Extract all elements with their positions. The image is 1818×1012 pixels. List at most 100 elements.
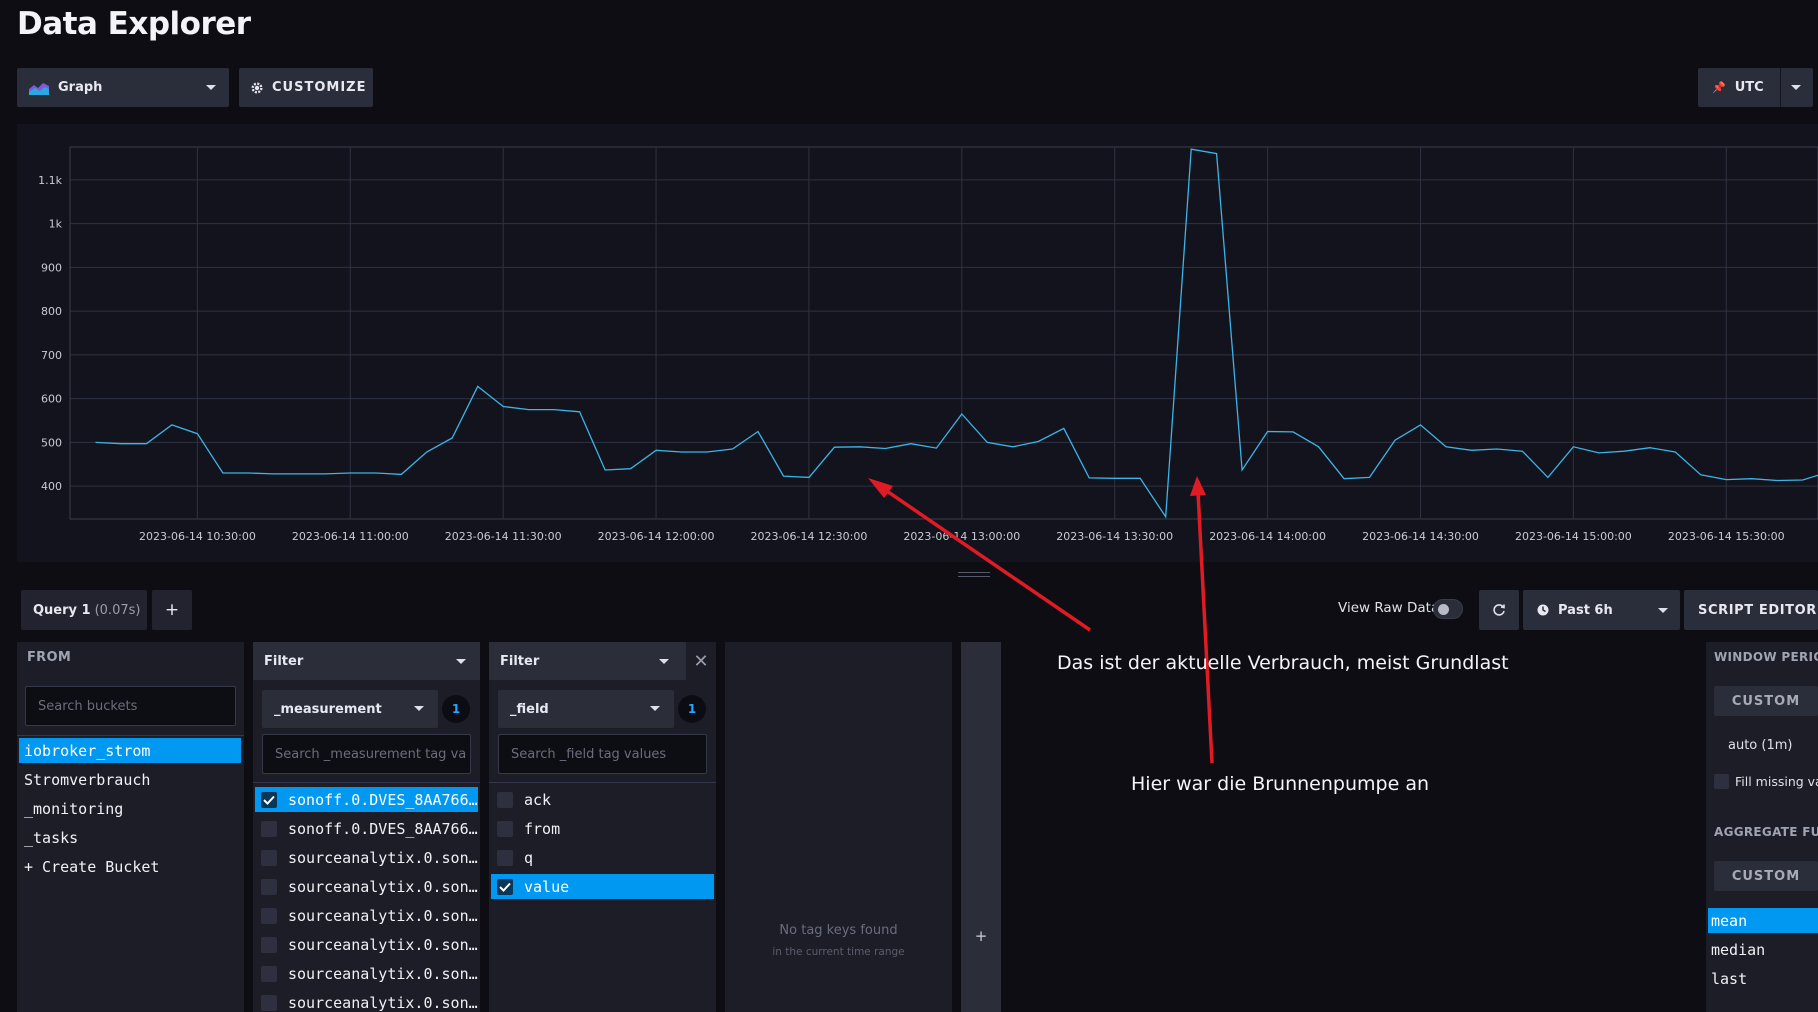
checkbox[interactable]: [261, 965, 277, 982]
script-editor-label: SCRIPT EDITOR: [1698, 602, 1817, 618]
graph-panel: 1.1k 1k 900 800 700 600 500 400 2023-06-14 10:30…: [17, 124, 1818, 562]
from-panel: FROM Search buckets iobroker_strom Strom…: [17, 642, 244, 1012]
filter-value-item[interactable]: sourceanalytix.0.sonoff.0.DVES: [255, 961, 478, 986]
chevron-down-icon: [414, 706, 424, 711]
checkbox[interactable]: [497, 878, 513, 895]
field-search-input[interactable]: Search _field tag values: [498, 734, 707, 774]
refresh-icon: [1493, 604, 1505, 616]
bucket-item[interactable]: _monitoring: [24, 799, 124, 818]
aggregate-custom-button[interactable]: CUSTOM: [1714, 861, 1818, 891]
add-filter-button[interactable]: +: [961, 642, 1001, 1012]
filter-value-label: from: [524, 819, 561, 838]
fill-missing-row[interactable]: Fill missing values: [1714, 774, 1818, 789]
filter-header[interactable]: Filter: [253, 642, 480, 680]
bucket-divider: [17, 735, 244, 736]
no-tag-keys-subtitle: in the current time range: [772, 946, 905, 958]
bucket-item[interactable]: iobroker_strom: [19, 738, 241, 763]
time-range-dropdown[interactable]: Past 6h: [1523, 590, 1680, 630]
checkbox[interactable]: [497, 849, 513, 866]
checkbox[interactable]: [261, 936, 277, 953]
filter-value-label: sourceanalytix.0.sonoff.0.DVES: [288, 964, 478, 983]
y-tick-label: 1.1k: [38, 174, 62, 187]
filter-value-item[interactable]: q: [491, 845, 714, 870]
time-range-label: Past 6h: [1558, 602, 1613, 618]
y-tick-label: 900: [41, 261, 62, 274]
window-period-custom-button[interactable]: CUSTOM: [1714, 686, 1818, 716]
resize-handle[interactable]: [958, 572, 990, 578]
checkbox[interactable]: [261, 878, 277, 895]
add-filter-label: +: [974, 927, 988, 945]
create-bucket-link[interactable]: + Create Bucket: [24, 857, 160, 876]
no-tag-keys-title: No tag keys found: [779, 923, 898, 938]
y-tick-label: 400: [41, 480, 62, 493]
filter-value-item[interactable]: value: [491, 874, 714, 899]
filter-value-item[interactable]: sourceanalytix.0.sonoff.0.DVES: [255, 990, 478, 1012]
from-header: FROM: [27, 650, 72, 665]
measurement-key-dropdown[interactable]: _measurement: [262, 690, 438, 728]
field-key-dropdown[interactable]: _field: [498, 690, 674, 728]
filter-value-label: sourceanalytix.0.sonoff.0.DVES: [288, 993, 478, 1012]
aggregate-option-median[interactable]: median: [1711, 940, 1766, 959]
aggregate-option-mean[interactable]: mean: [1708, 908, 1818, 933]
measurement-search-input[interactable]: Search _measurement tag va: [262, 734, 471, 774]
close-filter-button[interactable]: ✕: [686, 642, 716, 680]
query-tab-label: Query 1: [33, 602, 91, 618]
close-icon: ✕: [693, 650, 709, 672]
checkbox[interactable]: [497, 791, 513, 808]
checkbox[interactable]: [497, 820, 513, 837]
field-key-label: _field: [510, 701, 549, 717]
x-tick-label: 2023-06-14 15:00:00: [1515, 530, 1632, 543]
view-raw-data-toggle[interactable]: [1433, 599, 1463, 619]
checkbox[interactable]: [261, 849, 277, 866]
checkbox[interactable]: [261, 907, 277, 924]
filter-value-item[interactable]: sourceanalytix.0.sonoff.0.DVES: [255, 874, 478, 899]
checkbox[interactable]: [261, 791, 277, 808]
graph-type-icon: [29, 82, 49, 95]
filter-value-label: value: [524, 877, 570, 896]
script-editor-button[interactable]: SCRIPT EDITOR: [1684, 590, 1818, 630]
timezone-dropdown[interactable]: 📌 UTC: [1698, 68, 1813, 107]
gear-icon: [251, 81, 263, 94]
add-query-button[interactable]: +: [152, 590, 192, 630]
line-chart: 1.1k 1k 900 800 700 600 500 400 2023-06-14 10:30…: [38, 146, 1818, 543]
selected-count-badge: 1: [442, 695, 470, 723]
bucket-item[interactable]: _tasks: [24, 828, 79, 847]
filter-value-item[interactable]: from: [491, 816, 714, 841]
annotation-text-consumption: Das ist der aktuelle Verbrauch, meist Gr…: [1057, 652, 1509, 674]
chevron-down-icon: [206, 85, 216, 90]
x-tick-label: 2023-06-14 14:30:00: [1362, 530, 1479, 543]
bucket-item[interactable]: Stromverbrauch: [24, 770, 151, 789]
graph-type-dropdown[interactable]: Graph: [17, 68, 229, 107]
filter-value-item[interactable]: sourceanalytix.0.sonoff.0.DVES: [255, 932, 478, 957]
view-raw-data-label: View Raw Data: [1338, 600, 1440, 616]
filter-value-item[interactable]: sourceanalytix.0.sonoff.0.DVES: [255, 845, 478, 870]
x-tick-label: 2023-06-14 15:30:00: [1668, 530, 1785, 543]
bucket-search-input[interactable]: Search buckets: [25, 686, 236, 726]
query-tab[interactable]: Query 1 (0.07s): [21, 590, 147, 630]
filter-header[interactable]: Filter: [489, 642, 686, 680]
filter-value-item[interactable]: sonoff.0.DVES_8AA766.ENERGY_Today: [255, 816, 478, 841]
measurement-key-label: _measurement: [274, 701, 382, 717]
auto-period-option[interactable]: auto (1m): [1728, 738, 1793, 753]
timezone-label: UTC: [1734, 80, 1764, 95]
customize-button[interactable]: CUSTOMIZE: [239, 68, 373, 107]
x-tick-label: 2023-06-14 11:30:00: [445, 530, 562, 543]
y-tick-label: 800: [41, 305, 62, 318]
filter-divider: [489, 782, 716, 783]
refresh-button[interactable]: [1479, 590, 1519, 630]
filter-value-label: sourceanalytix.0.sonoff.0.DVES: [288, 906, 478, 925]
fill-missing-checkbox[interactable]: [1714, 774, 1729, 789]
checkbox[interactable]: [261, 994, 277, 1011]
x-tick-label: 2023-06-14 13:00:00: [903, 530, 1020, 543]
filter-value-item[interactable]: ack: [491, 787, 714, 812]
plot-area: [69, 146, 1818, 520]
aggregate-sidebar: WINDOW PERIOD CUSTOM auto (1m) Fill miss…: [1706, 642, 1818, 1012]
filter-value-item[interactable]: sourceanalytix.0.sonoff.0.DVES: [255, 903, 478, 928]
aggregate-option-last[interactable]: last: [1711, 969, 1748, 988]
timezone-divider: [1780, 68, 1781, 107]
checkbox[interactable]: [261, 820, 277, 837]
y-tick-label: 1k: [49, 218, 63, 231]
filter-value-item[interactable]: sonoff.0.DVES_8AA766_ENERGY_Power: [255, 787, 478, 812]
field-filter-panel: Filter ✕ _field 1 Search _field tag valu…: [489, 642, 716, 1012]
